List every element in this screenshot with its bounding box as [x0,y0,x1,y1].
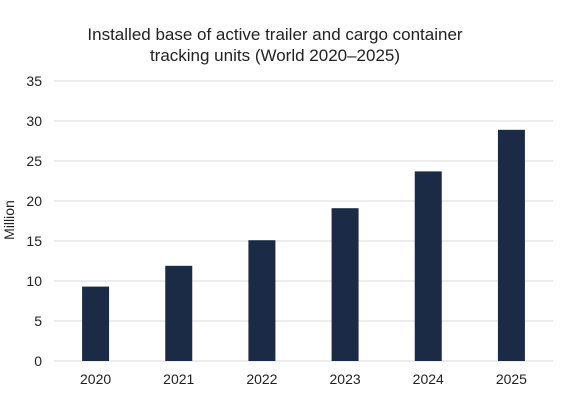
y-tick-label: 30 [26,113,42,129]
y-tick-label: 10 [26,273,42,289]
x-axis-tick-labels: 2020 2021 2022 2023 2024 2025 [80,371,527,387]
y-tick-label: 20 [26,193,42,209]
y-tick-label: 5 [34,313,42,329]
bar-2025 [497,129,525,361]
y-tick-label: 25 [26,153,42,169]
chart-title-line-2: tracking units (World 2020–2025) [149,46,401,65]
gridlines [54,80,553,362]
x-tick-label-2023: 2023 [330,371,361,387]
y-tick-label: 15 [26,233,42,249]
bar-2023 [331,208,359,361]
x-tick-label-2022: 2022 [246,371,277,387]
bar-2020 [82,286,110,361]
y-axis-tick-labels: 0 5 10 15 20 25 30 35 [26,73,42,369]
y-tick-label: 35 [26,73,42,89]
chart-title: Installed base of active trailer and car… [0,24,550,66]
x-tick-label-2024: 2024 [413,371,444,387]
bars [82,129,525,361]
y-tick-label: 0 [34,353,42,369]
bar-2022 [248,240,276,361]
bar-2021 [165,265,193,361]
x-tick-label-2025: 2025 [496,371,527,387]
bar-2024 [414,171,442,361]
x-tick-label-2021: 2021 [163,371,194,387]
chart-title-line-1: Installed base of active trailer and car… [87,25,463,44]
y-axis-label: Million [1,200,17,240]
x-tick-label-2020: 2020 [80,371,111,387]
